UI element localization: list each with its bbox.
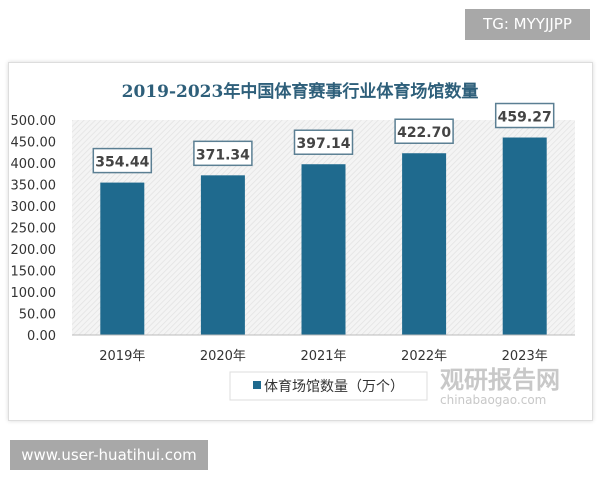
tg-badge: TG: MYYJJPP [465, 9, 590, 40]
y-tick-label: 200.00 [11, 243, 57, 258]
y-tick-label: 250.00 [11, 222, 57, 237]
data-label-box [394, 118, 454, 144]
x-tick-label: 2019年 [99, 349, 145, 364]
watermark-name: 观研报告网 [440, 366, 560, 394]
bar [200, 175, 245, 335]
y-tick-label: 350.00 [11, 179, 57, 194]
y-tick-label: 50.00 [19, 308, 56, 323]
data-label-box [92, 147, 153, 174]
data-label: 354.44 [95, 155, 149, 171]
data-label: 422.70 [397, 125, 451, 141]
y-tick-label: 0.00 [27, 329, 56, 344]
legend-label: 体育场馆数量（万个） [264, 379, 404, 395]
data-label-box [193, 140, 253, 167]
y-tick-label: 450.00 [11, 136, 57, 151]
y-tick-label: 500.00 [11, 114, 57, 129]
watermark: 观研报告网 chinabaogao.com [440, 367, 560, 407]
x-tick-label: 2020年 [200, 349, 246, 364]
legend [229, 371, 428, 401]
bar [100, 182, 145, 335]
bar [402, 153, 447, 335]
y-tick-label: 100.00 [11, 286, 57, 301]
bar [301, 164, 346, 335]
x-tick-label: 2022年 [401, 349, 447, 364]
data-label: 397.14 [296, 136, 350, 152]
watermark-site: chinabaogao.com [440, 393, 547, 407]
y-tick-label: 150.00 [11, 265, 57, 280]
data-label-box [293, 129, 354, 155]
x-tick-label: 2021年 [300, 349, 346, 364]
y-tick-label: 300.00 [11, 200, 57, 215]
chart-title: 2019-2023年中国体育赛事行业体育场馆数量 [122, 81, 479, 102]
legend-swatch [253, 381, 261, 389]
y-tick-label: 400.00 [11, 157, 57, 172]
data-label-box [494, 102, 555, 129]
bar [502, 137, 547, 335]
data-label: 459.27 [498, 110, 552, 126]
url-badge: www.user-huatihui.com [10, 440, 208, 470]
data-label: 371.34 [196, 147, 250, 163]
x-tick-label: 2023年 [502, 349, 548, 364]
